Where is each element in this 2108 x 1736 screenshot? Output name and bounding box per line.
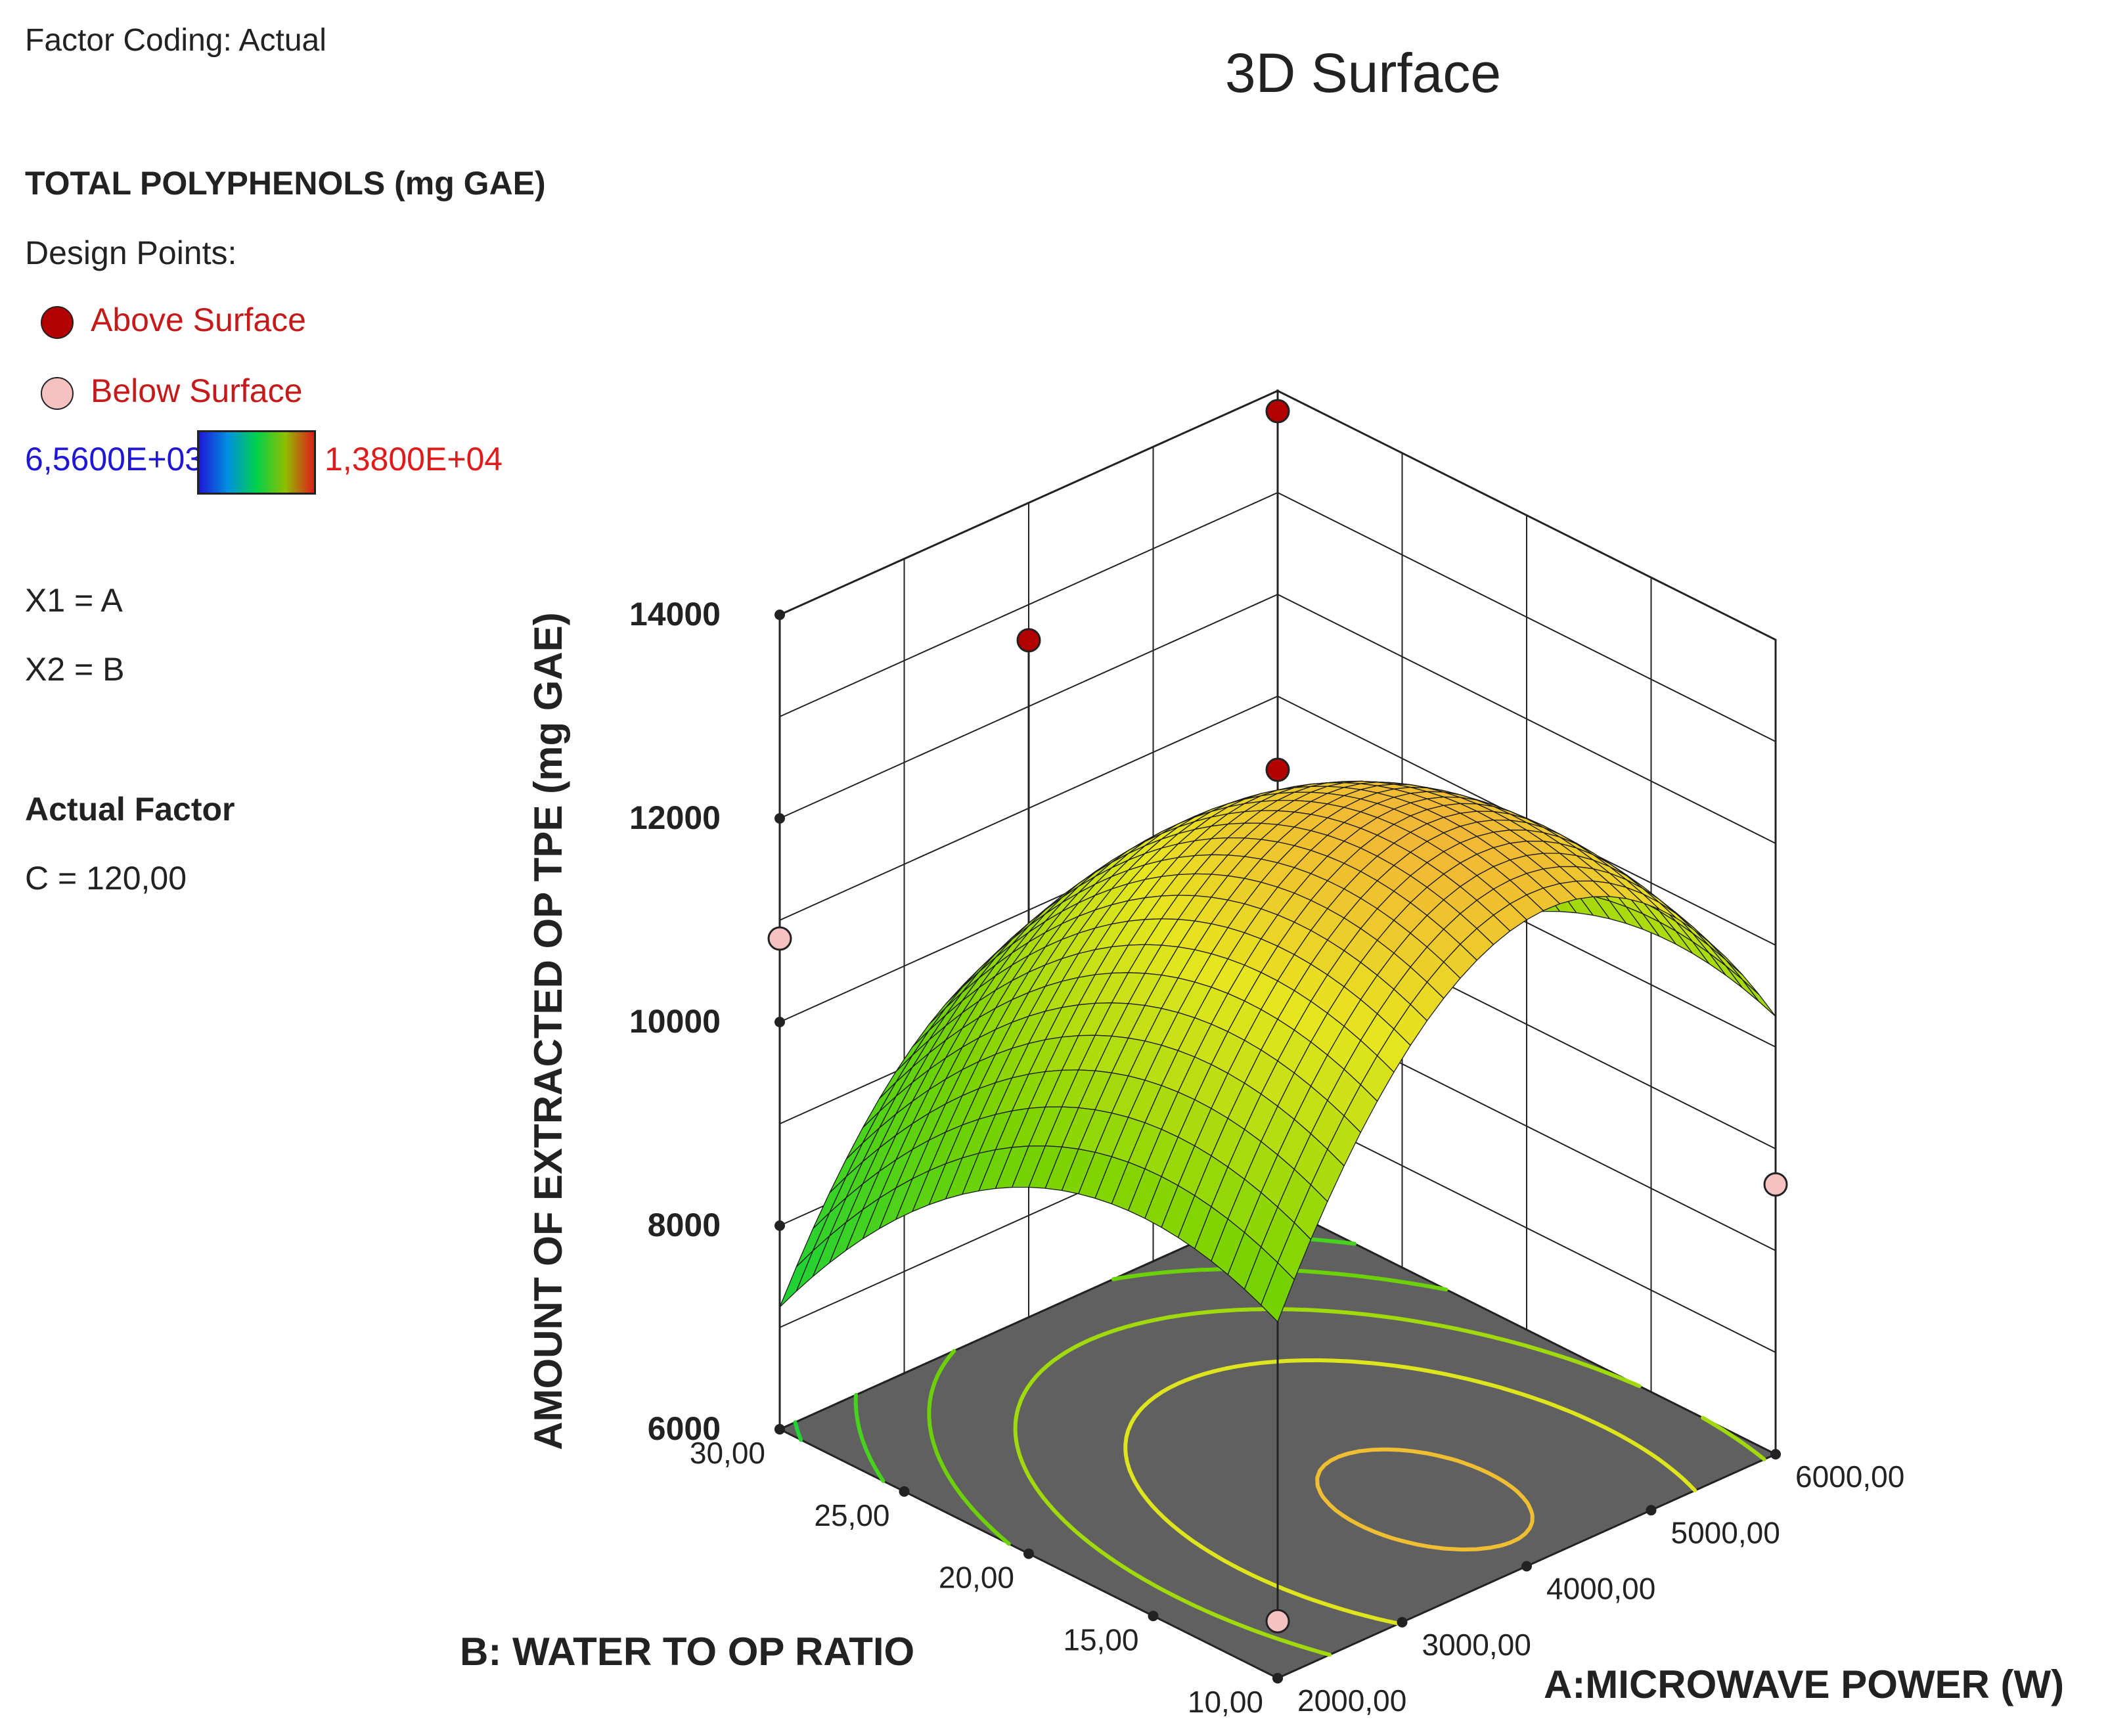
actual-factor-label: Actual Factor: [25, 791, 235, 828]
design-points-front: [1265, 1609, 1290, 1634]
x-tick-label: 2000,00: [1297, 1683, 1406, 1718]
z-tick-label: 10000: [629, 1003, 721, 1040]
below-surface-label: Below Surface: [91, 372, 303, 409]
z-tick-mark: [774, 610, 785, 620]
factor-coding-label: Factor Coding: Actual: [25, 23, 326, 58]
x-tick-mark: [1770, 1449, 1781, 1459]
y-tick-mark: [899, 1486, 910, 1497]
x-tick-mark: [1646, 1505, 1657, 1516]
y-tick-label: 30,00: [690, 1436, 765, 1470]
color-gradient-bar: [197, 430, 316, 495]
z-tick-label: 12000: [629, 799, 721, 836]
below-surface-marker-icon: [41, 377, 74, 410]
contour-line: [793, 1205, 1286, 1442]
y-tick-mark: [774, 1424, 785, 1435]
x2-mapping: X2 = B: [25, 651, 125, 688]
y-tick-label: 25,00: [814, 1498, 889, 1532]
surface-cell: [1260, 1262, 1295, 1323]
design-point: [1265, 399, 1290, 424]
z-tick-label: 6000: [648, 1410, 721, 1447]
x-tick-mark: [1521, 1561, 1532, 1572]
axis-ticks: 6000 8000 10000 12000 14000 2000,00 3000,00 400…: [629, 596, 1904, 1719]
z-tick-label: 14000: [629, 596, 721, 633]
color-range-max: 1,3800E+04: [325, 441, 503, 478]
y-tick-mark: [1023, 1548, 1034, 1559]
x-tick-label: 4000,00: [1546, 1572, 1655, 1606]
above-surface-marker-icon: [41, 306, 74, 339]
response-name: TOTAL POLYPHENOLS (mg GAE): [25, 165, 546, 202]
response-surface: [779, 780, 1776, 1323]
contour-line: [1123, 1358, 1697, 1626]
y-tick-label: 15,00: [1063, 1622, 1138, 1657]
x-tick-label: 5000,00: [1671, 1515, 1780, 1549]
z-axis-label: AMOUNT OF EXTRACTED OP TPE (mg GAE): [526, 612, 570, 1450]
y-tick-label: 20,00: [939, 1561, 1014, 1595]
z-tick-mark: [774, 1220, 785, 1231]
design-point: [1016, 628, 1041, 653]
color-range-min: 6,5600E+03: [25, 441, 204, 478]
actual-factor-value: C = 120,00: [25, 860, 187, 897]
z-tick-mark: [774, 1017, 785, 1027]
design-point: [1265, 757, 1290, 782]
design-point: [1763, 1172, 1788, 1197]
contour-line: [1315, 1447, 1535, 1552]
z-tick-mark: [774, 813, 785, 824]
above-surface-label: Above Surface: [91, 301, 306, 338]
x-tick-mark: [1397, 1616, 1408, 1628]
x-tick-label: 3000,00: [1422, 1628, 1531, 1662]
x-axis-label: A:MICROWAVE POWER (W): [1544, 1662, 2064, 1706]
design-point: [767, 926, 792, 951]
y-tick-mark: [1272, 1673, 1283, 1683]
y-axis-label: B: WATER TO OP RATIO: [460, 1630, 914, 1674]
floor-contours: [793, 1205, 1766, 1657]
y-tick-mark: [1148, 1611, 1159, 1622]
z-tick-label: 8000: [648, 1207, 721, 1243]
y-tick-label: 10,00: [1188, 1685, 1263, 1719]
chart-title: 3D Surface: [1225, 42, 1501, 104]
design-point: [1265, 1609, 1290, 1634]
x-tick-label: 6000,00: [1795, 1459, 1904, 1494]
design-points-label: Design Points:: [25, 234, 237, 271]
x1-mapping: X1 = A: [25, 582, 123, 619]
